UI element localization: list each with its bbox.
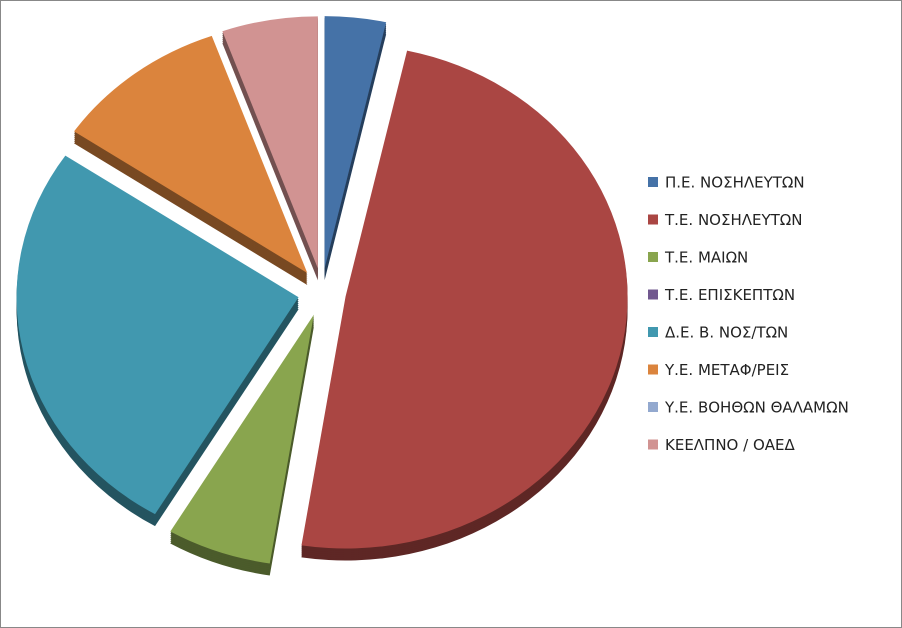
- slice-side: [166, 314, 310, 532]
- legend-label: Υ.Ε. ΒΟΗΘΩΝ ΘΑΛΑΜΩΝ: [664, 399, 849, 417]
- slice: [170, 314, 314, 564]
- legend-swatch: [648, 177, 658, 187]
- slice-side: [218, 34, 314, 272]
- legend-swatch: [648, 252, 658, 262]
- legend-swatch: [648, 289, 658, 300]
- legend-label: Τ.Ε. ΕΠΙΣΚΕΠΤΩΝ: [664, 286, 795, 304]
- slice: [324, 16, 387, 269]
- slice-side: [166, 318, 310, 536]
- slice: [74, 35, 308, 274]
- slice: [301, 50, 628, 549]
- slice-side: [218, 44, 314, 282]
- slice-side: [166, 320, 310, 538]
- slice-side: [218, 42, 314, 280]
- legend-label: Τ.Ε. ΜΑΙΩΝ: [664, 249, 748, 267]
- slice-side: [218, 36, 314, 274]
- slice: [16, 155, 299, 515]
- legend-swatch: [648, 327, 658, 337]
- legend-swatch: [648, 402, 658, 412]
- legend-label: Π.Ε. ΝΟΣΗΛΕΥΤΩΝ: [665, 174, 805, 192]
- legend-swatch: [648, 214, 658, 225]
- slice-side: [166, 316, 310, 534]
- legend-label: Τ.Ε. ΝΟΣΗΛΕΥΤΩΝ: [664, 211, 802, 229]
- legend-swatch: [648, 439, 658, 450]
- slice: [218, 32, 314, 270]
- legend-swatch: [648, 364, 658, 375]
- legend-label: Δ.Ε. Β. ΝΟΣ/ΤΩΝ: [665, 324, 788, 342]
- slice-side: [218, 38, 314, 276]
- slice: [222, 16, 318, 269]
- legend-label: Υ.Ε. ΜΕΤΑΦ/ΡΕΙΣ: [664, 361, 789, 379]
- slice: [166, 312, 310, 530]
- slice-side: [218, 40, 314, 278]
- legend-label: ΚΕΕΛΠΝΟ / ΟΑΕΔ: [665, 436, 795, 454]
